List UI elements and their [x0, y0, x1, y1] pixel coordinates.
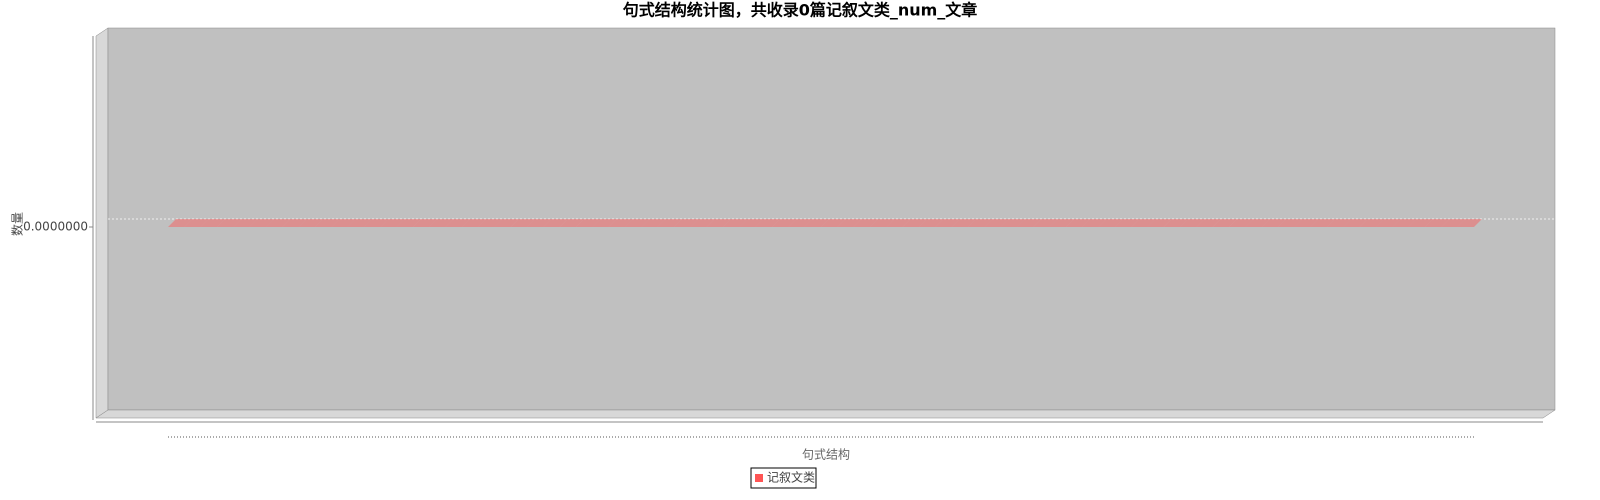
bar — [1245, 219, 1270, 227]
bar — [265, 219, 291, 227]
bar — [510, 219, 536, 227]
bar — [543, 219, 568, 227]
bar — [804, 219, 829, 227]
bar — [967, 219, 993, 227]
bar — [331, 219, 356, 227]
bar — [559, 219, 585, 227]
bar — [363, 219, 389, 227]
bar — [1114, 219, 1140, 227]
bar — [935, 219, 960, 227]
bar — [1000, 219, 1025, 227]
bar — [1425, 219, 1450, 227]
chart-title: 句式结构统计图，共收录0篇记叙文类_num_文章 — [623, 1, 978, 20]
bar — [772, 219, 797, 227]
bar — [739, 219, 764, 227]
bar — [1441, 219, 1466, 227]
bar — [1131, 219, 1156, 227]
x-axis-label: 句式结构 — [802, 447, 850, 462]
bar — [984, 219, 1009, 227]
bar — [233, 219, 258, 227]
bar — [216, 219, 242, 227]
bar — [461, 219, 487, 227]
bar — [1359, 219, 1385, 227]
y-axis-label: 数量 — [10, 212, 25, 236]
bar — [869, 219, 895, 227]
bar — [592, 219, 617, 227]
bar — [706, 219, 732, 227]
bar — [1016, 219, 1042, 227]
bar — [380, 219, 405, 227]
bar — [184, 219, 209, 227]
bar — [951, 219, 976, 227]
legend-swatch — [755, 474, 763, 482]
bar — [1212, 219, 1238, 227]
bar — [168, 219, 193, 227]
bar — [445, 219, 470, 227]
bar — [837, 219, 862, 227]
floor — [95, 409, 1556, 419]
bar — [282, 219, 307, 227]
bar — [1327, 219, 1352, 227]
bar — [478, 219, 503, 227]
bar — [674, 219, 699, 227]
bar — [918, 219, 944, 227]
bar — [429, 219, 454, 227]
legend-label: 记叙文类 — [767, 470, 815, 485]
bar — [396, 219, 421, 227]
bar — [494, 219, 519, 227]
bar — [1049, 219, 1074, 227]
bar — [1392, 219, 1417, 227]
bar — [527, 219, 552, 227]
bar — [690, 219, 715, 227]
bar — [641, 219, 666, 227]
bar — [821, 219, 846, 227]
bar — [1343, 219, 1368, 227]
bar — [1163, 219, 1189, 227]
y-tick-label: 0.0000000 — [23, 220, 88, 234]
bar — [886, 219, 911, 227]
bar — [1408, 219, 1434, 227]
bar — [723, 219, 748, 227]
bar — [1294, 219, 1319, 227]
bar — [249, 219, 274, 227]
bar — [347, 219, 372, 227]
bar — [1229, 219, 1254, 227]
bar — [1196, 219, 1221, 227]
bar — [1310, 219, 1336, 227]
bar — [298, 219, 323, 227]
legend-box — [750, 467, 817, 489]
bar — [608, 219, 634, 227]
bar — [1033, 219, 1058, 227]
bar — [1457, 219, 1482, 227]
bar — [314, 219, 340, 227]
bar — [1098, 219, 1123, 227]
bar — [412, 219, 438, 227]
bar — [1376, 219, 1401, 227]
bar — [902, 219, 927, 227]
bar — [625, 219, 650, 227]
bar — [576, 219, 601, 227]
bar — [788, 219, 813, 227]
bar — [853, 219, 878, 227]
left-wall — [95, 27, 109, 419]
bar — [1261, 219, 1287, 227]
bar — [1180, 219, 1205, 227]
bar — [1065, 219, 1091, 227]
bar — [657, 219, 683, 227]
bar — [1082, 219, 1107, 227]
bar — [200, 219, 225, 227]
bar — [1147, 219, 1172, 227]
bar — [1278, 219, 1303, 227]
bar — [755, 219, 781, 227]
